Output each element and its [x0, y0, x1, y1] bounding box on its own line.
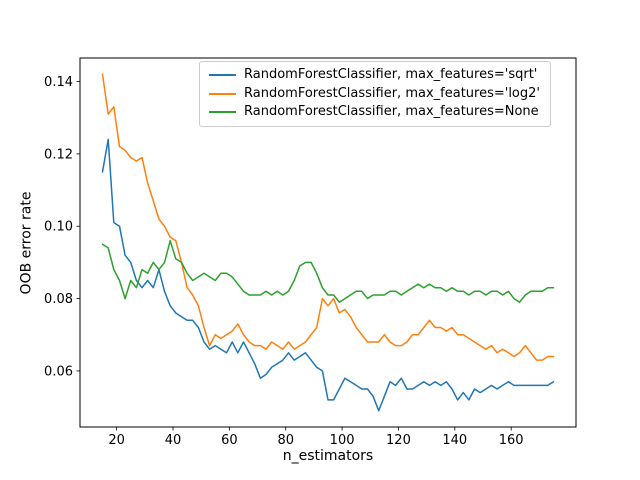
x-tick-label: 160 [499, 433, 524, 448]
x-tick-label: 80 [277, 433, 294, 448]
legend-item: RandomForestClassifier, max_features='sq… [209, 66, 540, 85]
legend: RandomForestClassifier, max_features='sq… [199, 61, 551, 127]
y-tick-label: 0.08 [44, 292, 73, 307]
legend-item: RandomForestClassifier, max_features=Non… [209, 103, 540, 122]
legend-line-log2-icon [209, 92, 236, 95]
x-tick-label: 60 [221, 433, 238, 448]
series-line-0 [101, 138, 555, 412]
axes-frame [79, 57, 577, 428]
y-tick-label: 0.14 [44, 75, 73, 90]
legend-label: RandomForestClassifier, max_features='sq… [244, 67, 538, 82]
series-line-1 [101, 73, 555, 361]
legend-item: RandomForestClassifier, max_features='lo… [209, 85, 540, 104]
x-tick-label: 100 [330, 433, 355, 448]
legend-label: RandomForestClassifier, max_features='lo… [244, 85, 540, 101]
series-line-2 [101, 239, 555, 303]
y-tick-label: 0.10 [44, 220, 73, 235]
x-axis-title: n_estimators [282, 448, 374, 464]
x-tick-label: 120 [386, 433, 411, 448]
legend-line-sqrt-icon [209, 74, 236, 77]
y-axis-title: OOB error rate [18, 191, 35, 295]
legend-label: RandomForestClassifier, max_features=Non… [244, 104, 539, 119]
y-tick-label: 0.12 [44, 147, 73, 162]
x-tick-label: 20 [108, 433, 125, 448]
legend-line-none-icon [209, 111, 236, 114]
x-tick-label: 40 [165, 433, 182, 448]
x-tick-label: 140 [442, 433, 467, 448]
y-tick-label: 0.06 [44, 364, 73, 379]
